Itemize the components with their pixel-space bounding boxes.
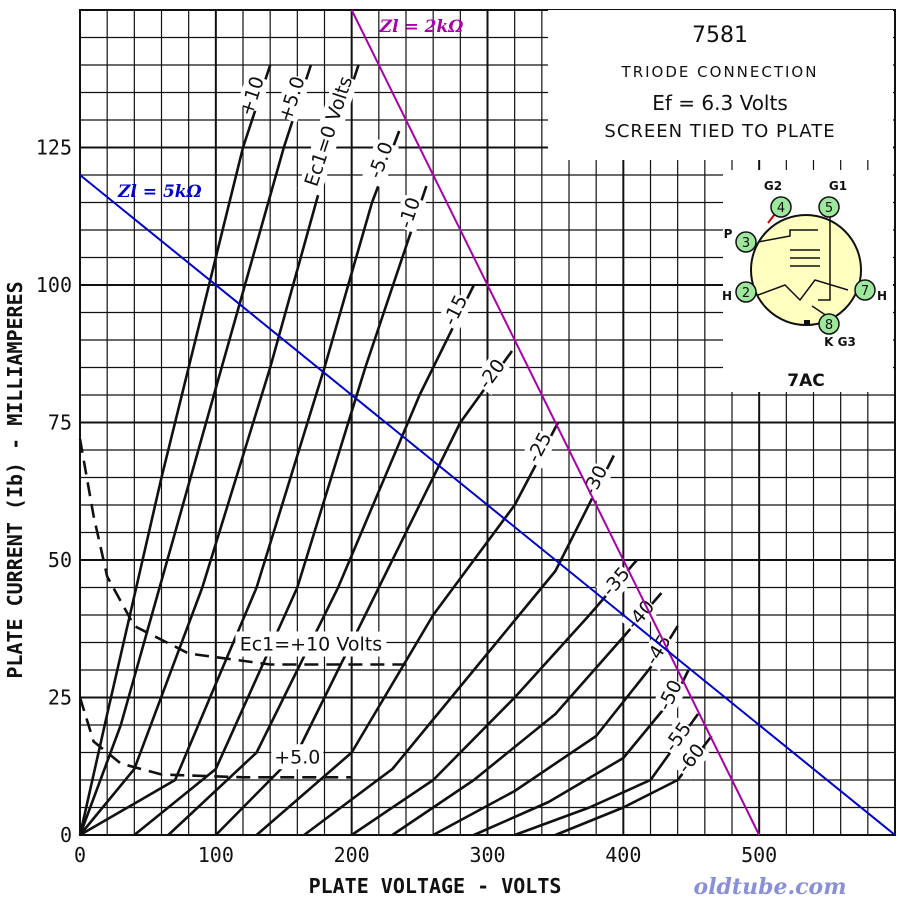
curve-label-background bbox=[520, 428, 558, 469]
plate-curve bbox=[133, 185, 428, 837]
dashed-grid-current-curve bbox=[78, 438, 406, 666]
base-pin-number: 3 bbox=[742, 236, 750, 251]
base-pin bbox=[818, 196, 840, 218]
y-tick-labels: 0 25 50 75 100 125 bbox=[36, 136, 72, 848]
title-panel: 7581 TRIODE CONNECTION Ef = 6.3 Volts SC… bbox=[548, 10, 893, 160]
dashed-label-background bbox=[235, 631, 387, 657]
load-line-label: Zl = 5kΩ bbox=[117, 182, 202, 202]
plate-curve bbox=[167, 284, 476, 836]
x-tick-label: 300 bbox=[469, 843, 505, 867]
plate-curve bbox=[350, 559, 638, 837]
dashed-grid-current-curve bbox=[78, 697, 352, 779]
base-key bbox=[804, 320, 810, 325]
y-tick-label: 25 bbox=[48, 686, 72, 710]
chart-subtitle-3: SCREEN TIED TO PLATE bbox=[604, 121, 835, 142]
plate-curve bbox=[255, 421, 560, 836]
base-pin-label: G2 bbox=[764, 179, 782, 193]
base-code: 7AC bbox=[787, 371, 824, 391]
x-tick-label: 400 bbox=[605, 843, 641, 867]
base-pin bbox=[735, 281, 757, 303]
curve-label-background bbox=[297, 73, 359, 196]
plate-curve bbox=[214, 350, 514, 836]
y-tick-label: 75 bbox=[48, 411, 72, 435]
plate-curve bbox=[78, 64, 272, 836]
y-tick-label: 125 bbox=[36, 136, 72, 160]
chart-subtitle-2: Ef = 6.3 Volts bbox=[652, 91, 788, 115]
y-tick-label: 0 bbox=[60, 823, 72, 847]
dashed-curve-label: +5.0 bbox=[274, 746, 320, 768]
y-axis-title: PLATE CURRENT (Ib) - MILLIAMPERES bbox=[3, 281, 27, 678]
x-tick-label: 0 bbox=[74, 843, 86, 867]
base-pin-label: K G3 bbox=[824, 335, 856, 349]
curve-label-background bbox=[274, 73, 311, 123]
base-pin-label: P bbox=[724, 227, 733, 241]
base-pin-number: 4 bbox=[777, 201, 785, 216]
load-line bbox=[350, 9, 761, 836]
base-pin-number: 7 bbox=[861, 284, 869, 299]
watermark: oldtube.com bbox=[694, 874, 847, 900]
x-axis-title: PLATE VOLTAGE - VOLTS bbox=[309, 874, 562, 898]
curve-label-background bbox=[671, 738, 711, 780]
base-pin-label: G1 bbox=[829, 179, 847, 193]
x-tick-labels: 0 100 200 300 400 500 bbox=[74, 843, 777, 867]
dashed-curves: Ec1=+10 Volts +5.0 bbox=[78, 438, 406, 779]
load-line-label: Zl = 2kΩ bbox=[379, 17, 464, 37]
load-line bbox=[79, 174, 896, 836]
plate-curve bbox=[303, 454, 615, 837]
base-pin bbox=[854, 279, 876, 301]
dashed-label-background bbox=[271, 744, 324, 770]
curve-label-background bbox=[392, 194, 427, 234]
base-pin-number: 5 bbox=[825, 201, 833, 216]
curve-label-background bbox=[437, 291, 474, 332]
curve-label-background bbox=[595, 562, 636, 603]
curve-label-background bbox=[576, 461, 614, 502]
x-tick-label: 100 bbox=[198, 843, 234, 867]
curve-label-background bbox=[639, 630, 677, 672]
dashed-curve-label: Ec1=+10 Volts bbox=[240, 634, 382, 656]
base-pin-number: 2 bbox=[742, 286, 750, 301]
y-tick-label: 50 bbox=[48, 548, 72, 572]
x-tick-label: 200 bbox=[334, 843, 370, 867]
curve-label-background bbox=[236, 73, 270, 113]
load-lines: Zl = 2kΩ Zl = 5kΩ bbox=[79, 9, 896, 836]
chart-title: 7581 bbox=[692, 23, 748, 48]
base-pin-label: H bbox=[877, 289, 887, 303]
curve-label-background bbox=[658, 717, 697, 759]
x-tick-label: 500 bbox=[741, 843, 777, 867]
y-tick-label: 100 bbox=[36, 273, 72, 297]
base-pin bbox=[770, 196, 792, 218]
curve-label-background bbox=[360, 138, 399, 189]
chart-subtitle-1: TRIODE CONNECTION bbox=[621, 63, 819, 81]
base-pin bbox=[818, 313, 840, 335]
curve-label-background bbox=[620, 595, 660, 636]
base-pin bbox=[735, 231, 757, 253]
plate-curve bbox=[78, 64, 313, 836]
plate-curve bbox=[79, 130, 401, 837]
base-pin-label: H bbox=[722, 289, 732, 303]
tube-envelope bbox=[750, 214, 862, 326]
base-pin-number: 8 bbox=[825, 318, 833, 333]
curve-label-background bbox=[651, 676, 688, 717]
curve-label-background bbox=[472, 354, 511, 396]
title-panel-background bbox=[548, 10, 893, 160]
